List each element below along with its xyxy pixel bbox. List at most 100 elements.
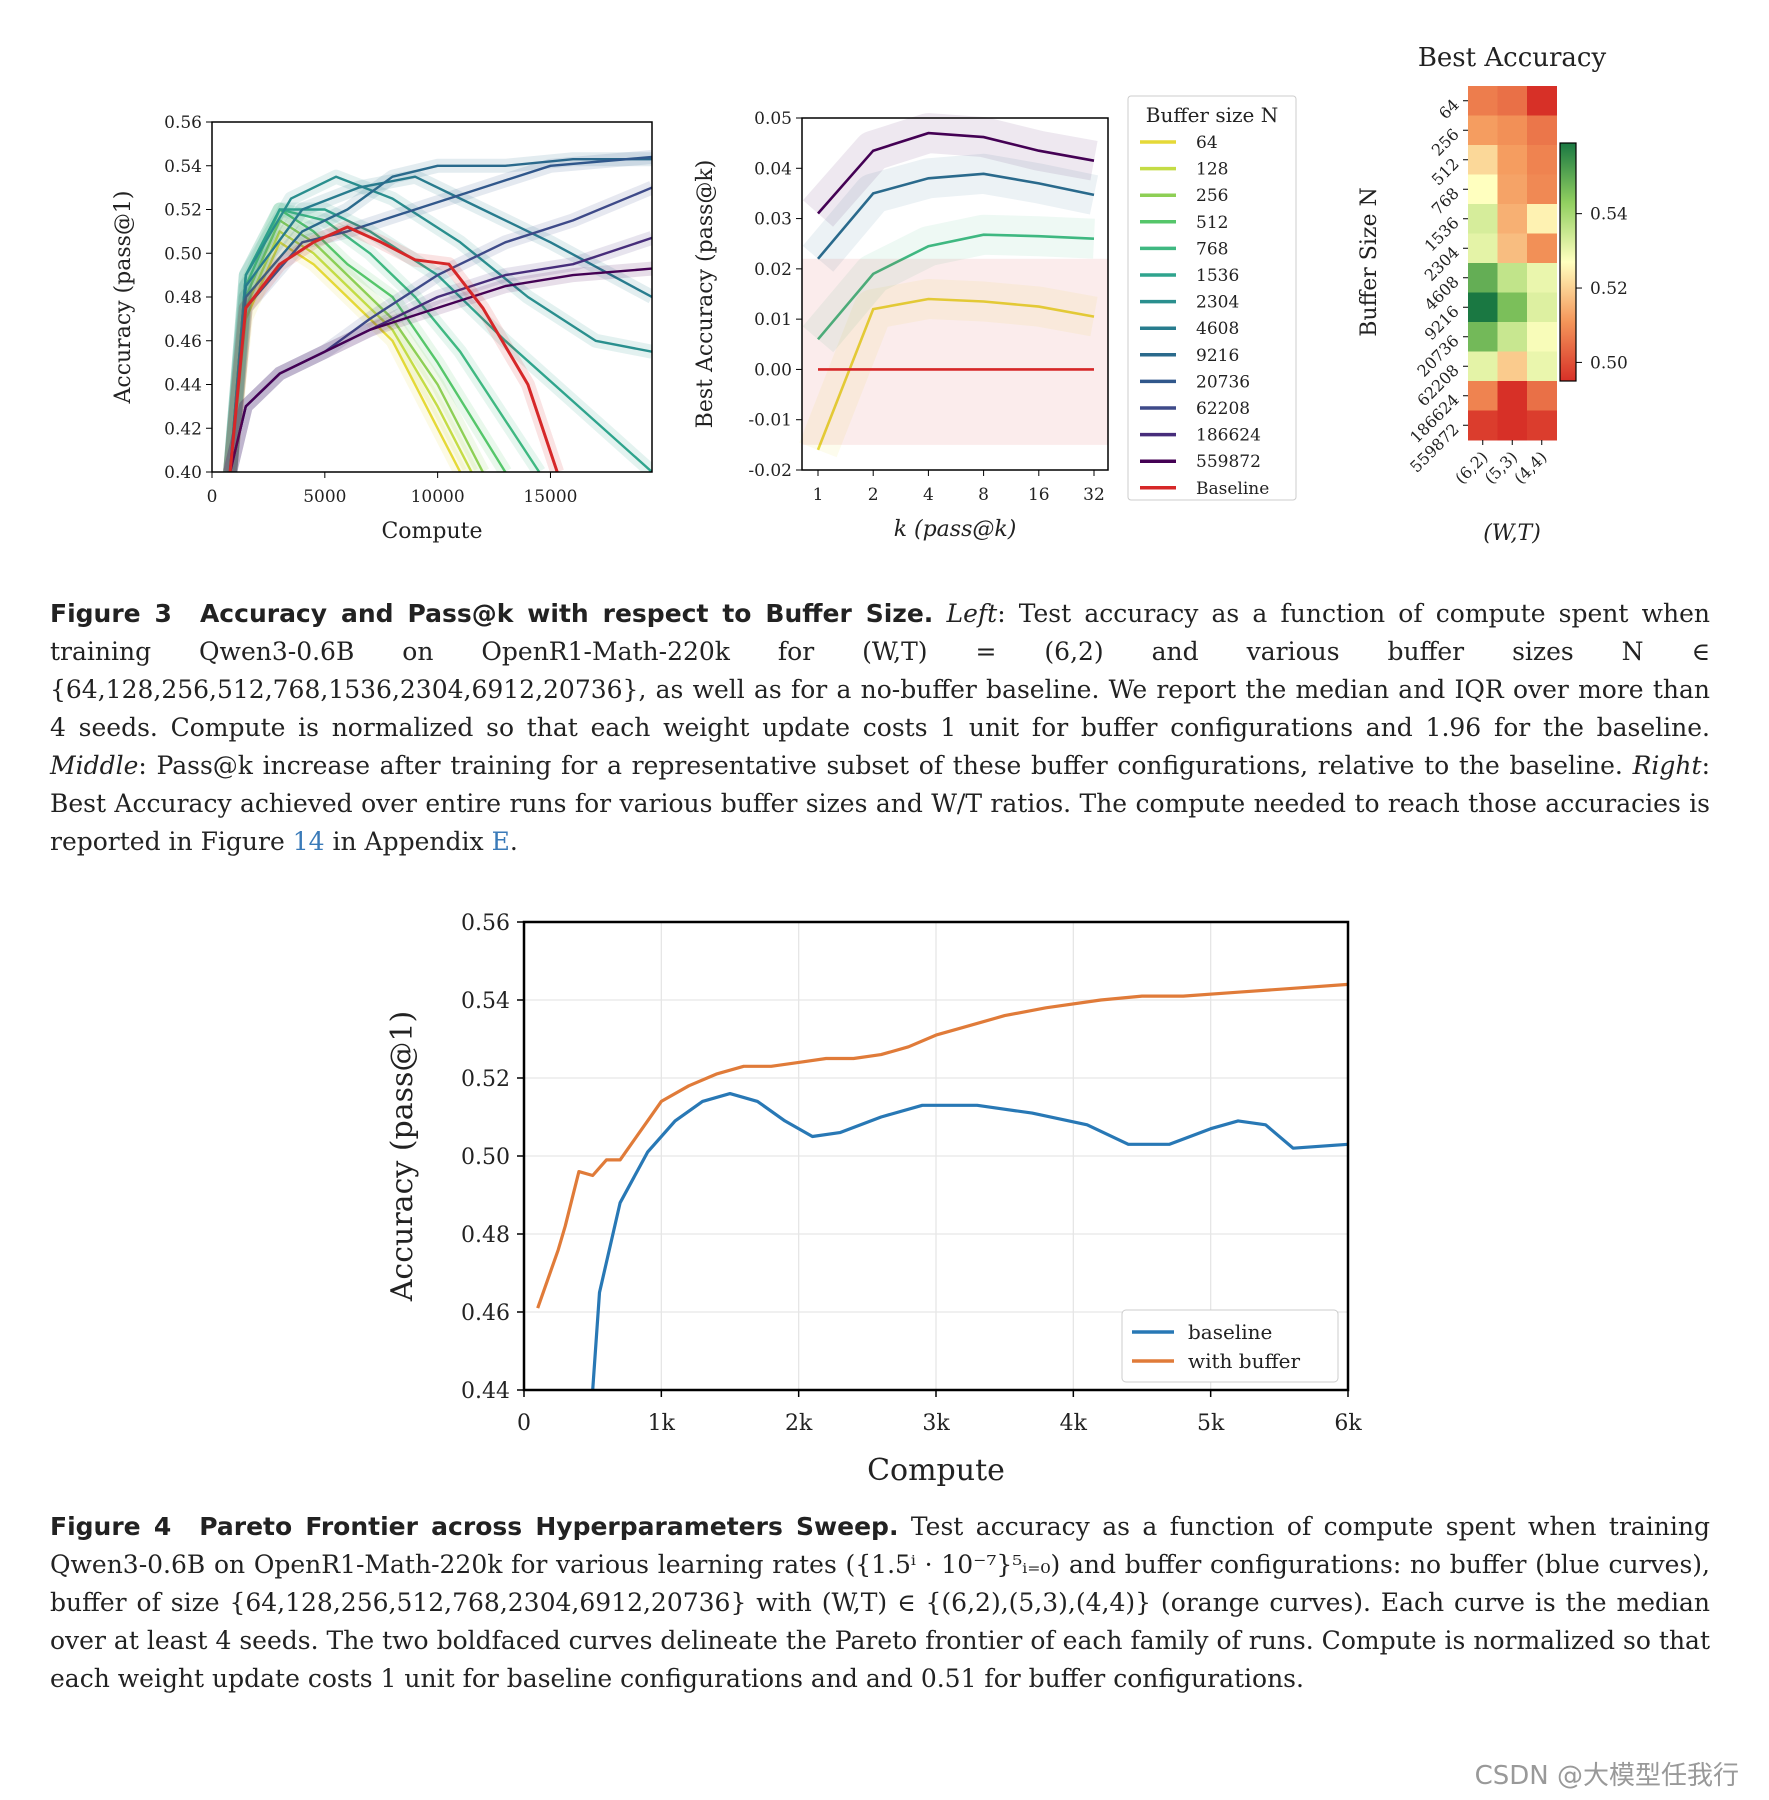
y-tick-label: 0.54: [461, 989, 510, 1014]
y-axis-label: Best Accuracy (pass@k): [693, 160, 718, 429]
figure-3-label: Figure 3: [50, 599, 172, 628]
x-tick-label: 3k: [922, 1411, 950, 1436]
y-tick-label: 0.00: [754, 360, 792, 380]
x-tick-label: 0: [207, 487, 218, 507]
heatmap-cell: [1527, 322, 1557, 352]
series-line-with-buffer: [536, 982, 1349, 1309]
heatmap-cell: [1468, 263, 1498, 293]
left-text: : Test accuracy as a function of compute…: [50, 599, 1710, 742]
heatmap-cell: [1497, 233, 1528, 264]
x-tick-label: 2k: [785, 1411, 813, 1436]
y-tick-label: 0.50: [164, 244, 202, 264]
legend-title: Buffer size N: [1146, 103, 1278, 127]
heatmap-cell: [1497, 381, 1528, 411]
x-tick-label: 1: [813, 485, 824, 505]
chart-pareto-frontier: 0.44 0.46 0.48 0.50 0.52 0.54 0.56 0 1k 2k 3k 4k 5k 6…: [385, 911, 1362, 1488]
series-line-256: [228, 219, 484, 472]
heatmap-cell: [1497, 263, 1528, 293]
x-tick-label: 4k: [1060, 1411, 1088, 1436]
colorbar-tick-label: 0.52: [1590, 279, 1628, 299]
appendix-e-link[interactable]: E: [491, 827, 510, 856]
y-axis-label: Accuracy (pass@1): [385, 1011, 420, 1302]
heatmap-cell: [1527, 86, 1557, 116]
y-tick-label: -0.02: [748, 461, 792, 481]
heatmap-cell: [1468, 204, 1498, 234]
y-tick-label: 256: [1428, 125, 1463, 160]
y-tick-label: 0.44: [461, 1379, 510, 1404]
series-line-559872: [228, 267, 652, 472]
series-line-64: [228, 241, 462, 472]
chart-accuracy-vs-compute: 0.40 0.42 0.44 0.46 0.48 0.50 0.52 0.54 0.56 0 500…: [111, 113, 653, 544]
x-tick-label: 6k: [1334, 1411, 1362, 1436]
x-axis-label: Compute: [381, 519, 482, 544]
middle-label: Middle: [50, 751, 139, 780]
heatmap-cell: [1527, 292, 1557, 323]
legend-label-with-buffer: with buffer: [1188, 1349, 1301, 1373]
series-line-128: [228, 230, 473, 472]
x-tick-label: (6,2): [1451, 447, 1491, 487]
y-tick-label: 0.56: [164, 113, 202, 133]
right-label: Right: [1632, 751, 1702, 780]
y-axis-label: Accuracy (pass@1): [111, 190, 136, 404]
heatmap-cell: [1497, 322, 1528, 352]
legend-label-64: 64: [1196, 133, 1218, 153]
x-tick-label: 2: [868, 485, 879, 505]
colorbar: [1559, 142, 1577, 382]
x-axis-label: (W,T): [1483, 521, 1541, 546]
x-tick-label: (4,4): [1510, 447, 1550, 487]
x-tick-label: 10000: [411, 487, 465, 507]
heatmap-cell: [1527, 263, 1557, 293]
figure-3: 0.40 0.42 0.44 0.46 0.48 0.50 0.52 0.54 0.56 0 500…: [111, 43, 1628, 546]
legend-label-20736: 20736: [1196, 372, 1250, 392]
figure-14-link[interactable]: 14: [292, 827, 325, 856]
y-tick-label: 0.04: [754, 159, 792, 179]
heatmap-cell: [1527, 145, 1557, 175]
heatmap-cell: [1468, 292, 1498, 323]
baseline-band: [802, 258, 1108, 445]
x-tick-label: 4: [923, 485, 934, 505]
y-axis-label: Buffer Size N: [1357, 187, 1382, 336]
heatmap-cell: [1468, 115, 1498, 146]
y-tick-label: 0.46: [461, 1301, 510, 1326]
heatmap-cell: [1527, 381, 1557, 411]
y-tick-label: 768: [1428, 184, 1463, 219]
watermark: CSDN @大模型任我行: [1474, 1761, 1739, 1791]
colorbar-tick-label: 0.54: [1590, 205, 1628, 225]
heatmap-title: Best Accuracy: [1418, 43, 1607, 73]
figure-3-caption: Figure 3 Accuracy and Pass@k with respect…: [50, 595, 1710, 861]
x-tick-label: 15000: [523, 487, 577, 507]
heatmap-cell: [1468, 410, 1498, 441]
figure-3-title: Accuracy and Pass@k with respect to Buff…: [199, 599, 934, 628]
chart-pass-at-k: -0.02 -0.01 0.00 0.01 0.02 0.03 0.04 0.05 1 2 4 8 16…: [693, 95, 1297, 542]
legend-label-4608: 4608: [1196, 319, 1239, 339]
y-tick-label: 0.52: [461, 1067, 510, 1092]
y-tick-label: 0.40: [164, 463, 202, 483]
middle-text: : Pass@k increase after training for a r…: [138, 751, 1623, 780]
series-line-baseline: [591, 1092, 1349, 1391]
x-axis-label: Compute: [867, 1453, 1005, 1488]
x-tick-label: 1k: [648, 1411, 676, 1436]
legend-label-559872: 559872: [1196, 452, 1261, 472]
legend-label-Baseline: Baseline: [1196, 479, 1269, 499]
series-line-64: [816, 297, 1095, 451]
heatmap-cell: [1527, 174, 1557, 205]
right-text: : Best Accuracy achieved over entire run…: [50, 751, 1710, 856]
figure-4-label: Figure 4: [50, 1512, 172, 1541]
x-tick-label: 16: [1028, 485, 1050, 505]
series-group: [223, 150, 652, 472]
legend-label-512: 512: [1196, 213, 1228, 233]
series-line-512: [228, 208, 507, 472]
y-tick-label: 512: [1428, 154, 1463, 189]
series-line-2304: [228, 175, 652, 472]
y-tick-label: 0.05: [754, 109, 792, 129]
heatmap-cell: [1527, 351, 1557, 382]
y-tick-label: 0.48: [164, 288, 202, 308]
heatmap-cell: [1527, 204, 1557, 234]
series-line-Baseline: [228, 225, 559, 472]
heatmap-cell: [1497, 145, 1528, 175]
caption-end: .: [509, 827, 518, 856]
series-line-768: [817, 233, 1095, 341]
x-tick-label: 8: [978, 485, 989, 505]
heatmap-cell: [1527, 410, 1557, 441]
legend-label-1536: 1536: [1196, 266, 1239, 286]
